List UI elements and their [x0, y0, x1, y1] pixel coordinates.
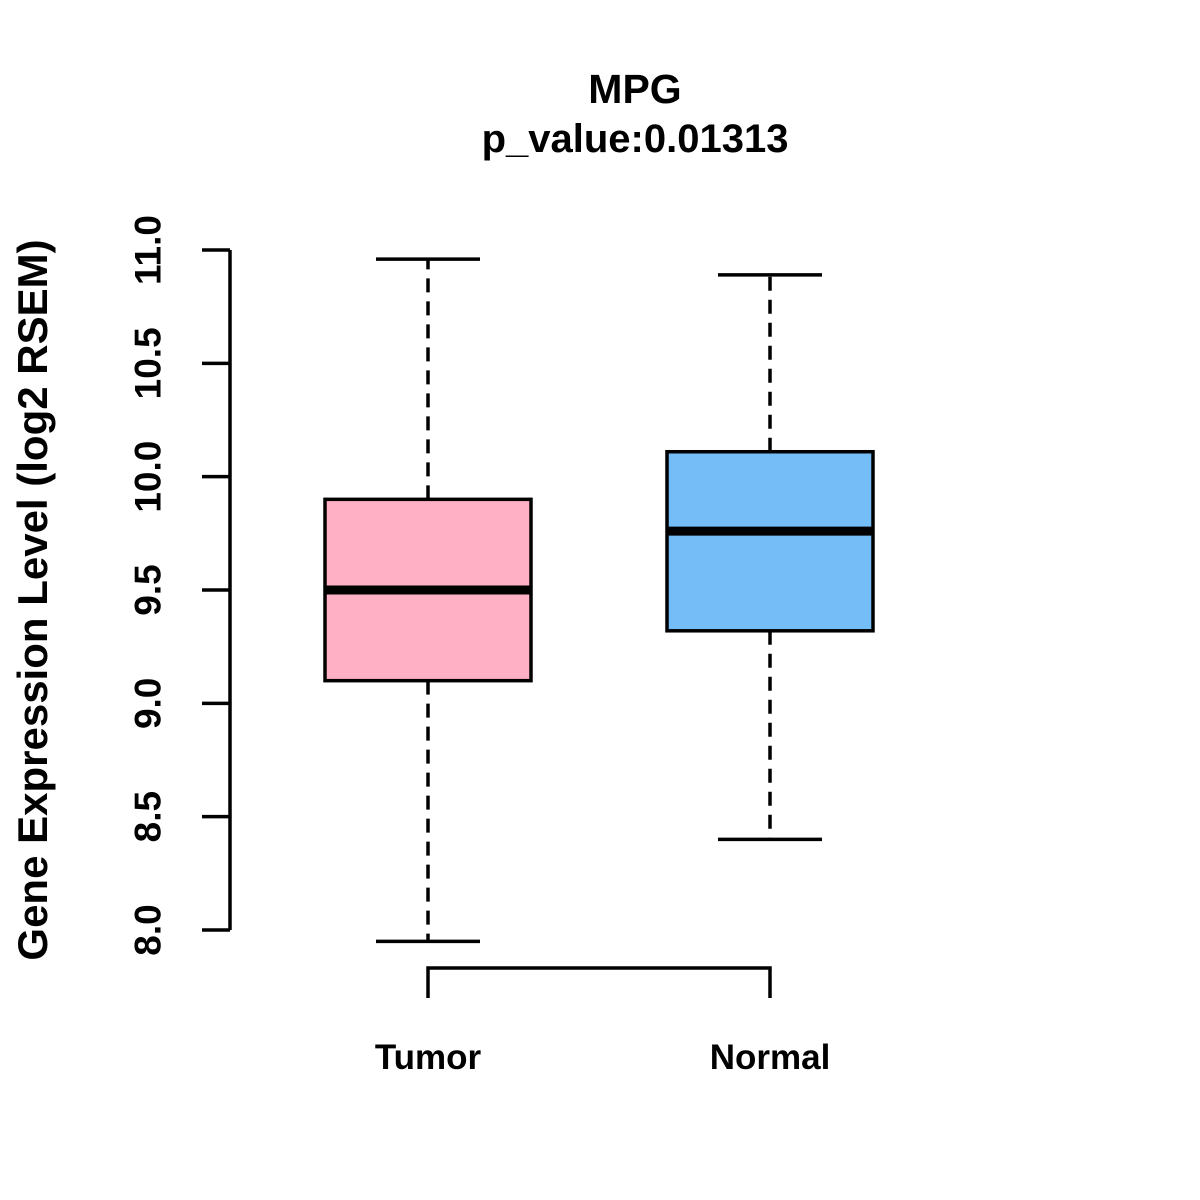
x-axis-bracket — [426, 966, 772, 998]
x-category-label-normal: Normal — [709, 1038, 831, 1077]
y-tick-label: 8.5 — [128, 791, 169, 842]
iqr-box-normal — [665, 449, 875, 633]
y-tick-label: 10.5 — [128, 327, 169, 399]
y-tick-label: 11.0 — [128, 215, 169, 285]
y-tick-label: 9.0 — [128, 678, 169, 729]
y-tick-label: 8.0 — [128, 904, 169, 955]
x-category-label-tumor: Tumor — [374, 1038, 482, 1077]
chart-subtitle: p_value:0.01313 — [481, 117, 789, 161]
y-tick-label: 10.0 — [128, 441, 169, 513]
y-tick-label: 9.5 — [128, 564, 169, 615]
chart-title: MPG — [588, 66, 682, 112]
